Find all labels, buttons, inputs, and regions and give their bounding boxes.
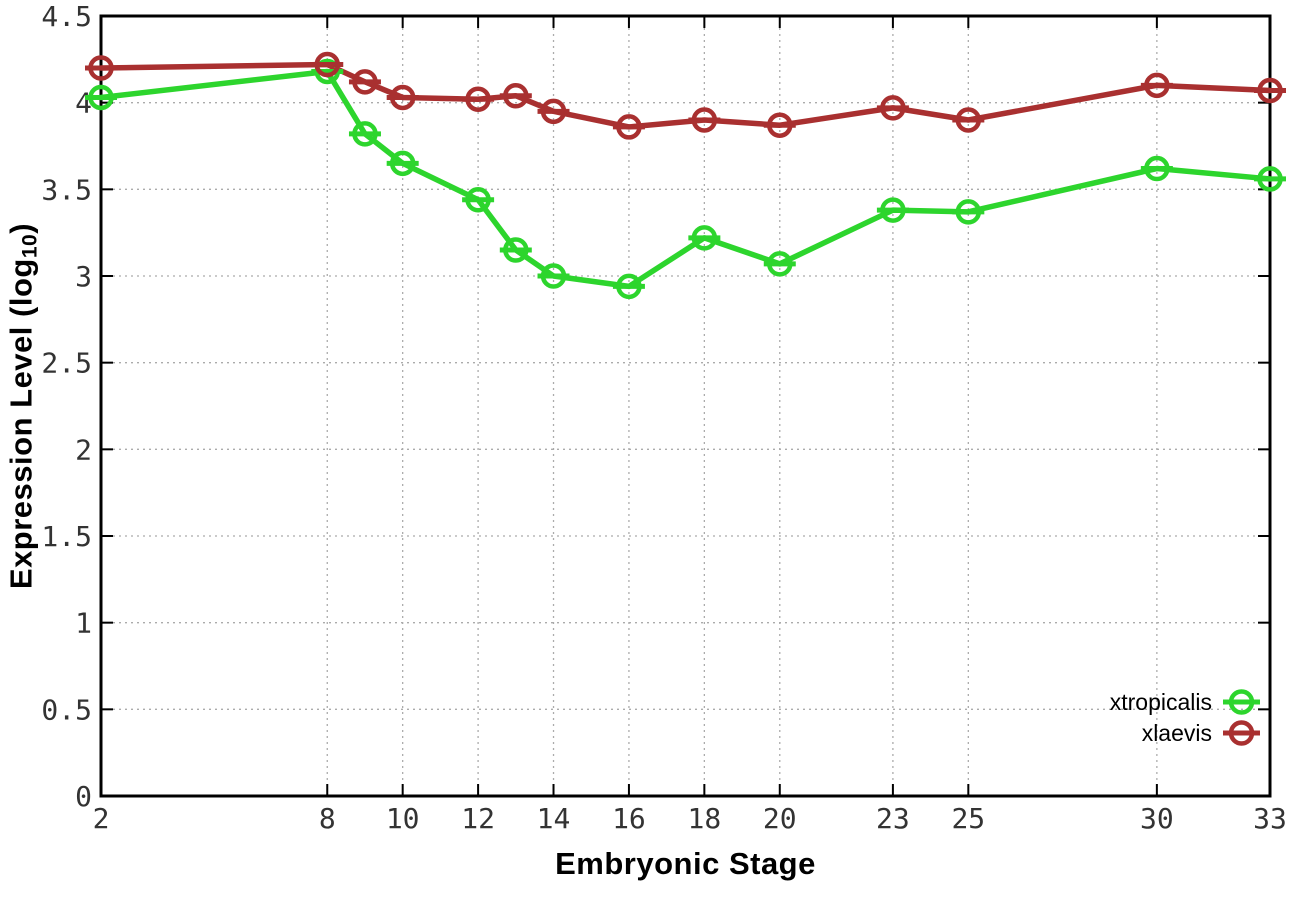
data-point-xlaevis-stage-30 [1144,72,1170,99]
x-tick-label: 8 [319,802,336,835]
data-point-xtropicalis-stage-33 [1257,166,1283,192]
y-tick-label: 2.5 [41,347,92,380]
data-point-xtropicalis-stage-20 [767,251,793,277]
legend-marker-xtropicalis [1228,689,1255,715]
series-line-xlaevis [98,61,1273,130]
data-point-xtropicalis-stage-14 [540,263,567,289]
x-tick-label: 25 [951,802,985,835]
data-point-xlaevis-stage-23 [880,95,906,121]
y-axis-title-suffix: ) [3,222,39,234]
y-axis-title: Expression Level (log10) [3,223,42,589]
data-point-xlaevis-stage-16 [616,114,642,140]
y-tick-label: 4 [75,87,92,120]
x-axis-title: Embryonic Stage [555,846,816,881]
data-point-xtropicalis-stage-2 [88,84,114,111]
y-tick-label: 4.5 [41,0,92,33]
x-tick-label: 18 [687,802,721,835]
x-tick-label: 30 [1140,802,1174,835]
data-point-xtropicalis-stage-18 [691,225,718,251]
legend-label-xlaevis: xlaevis [1142,720,1212,746]
x-tick-label: 33 [1253,802,1287,835]
y-axis-title-text: Expression Level (log [3,258,39,590]
data-point-xtropicalis-stage-25 [955,199,982,225]
data-point-xtropicalis-stage-16 [616,273,642,300]
x-tick-label: 14 [537,802,571,835]
y-axis-title-subscript: 10 [18,233,42,259]
data-point-xtropicalis-stage-10 [389,150,416,177]
y-tick-label: 3 [75,260,92,293]
data-point-xlaevis-stage-2 [88,55,114,81]
x-tick-label: 23 [876,802,910,835]
y-tick-label: 3.5 [41,173,92,206]
data-point-xtropicalis-stage-12 [465,186,491,213]
y-tick-label: 0 [75,780,92,813]
data-point-xtropicalis-stage-23 [880,197,906,223]
data-point-xlaevis-stage-12 [465,86,491,112]
x-tick-label: 20 [763,802,797,835]
data-point-xlaevis-stage-20 [767,112,793,138]
x-tick-label: 12 [461,802,495,835]
legend-label-xtropicalis: xtropicalis [1110,689,1212,715]
y-tick-label: 2 [75,433,92,466]
x-tick-label: 2 [93,802,110,835]
y-tick-label: 1.5 [41,520,92,553]
y-tick-label: 1 [75,607,92,640]
data-point-xlaevis-stage-10 [389,84,416,111]
series-line-xtropicalis [98,68,1273,290]
data-point-xlaevis-stage-9 [352,69,378,95]
data-point-xlaevis-stage-13 [503,82,529,109]
data-point-xtropicalis-stage-13 [503,237,529,263]
plot-border [99,14,1272,798]
data-point-xtropicalis-stage-9 [352,121,378,147]
x-tick-label: 16 [612,802,646,835]
legend-marker-xlaevis [1228,720,1255,746]
data-point-xlaevis-stage-14 [540,98,567,125]
y-tick-label: 0.5 [41,693,92,726]
x-tick-label: 10 [386,802,420,835]
data-point-xlaevis-stage-18 [691,107,718,133]
data-point-xlaevis-stage-25 [955,107,982,133]
data-point-xlaevis-stage-33 [1257,77,1283,104]
data-point-xtropicalis-stage-30 [1144,155,1170,182]
data-point-xlaevis-stage-8 [314,51,341,78]
